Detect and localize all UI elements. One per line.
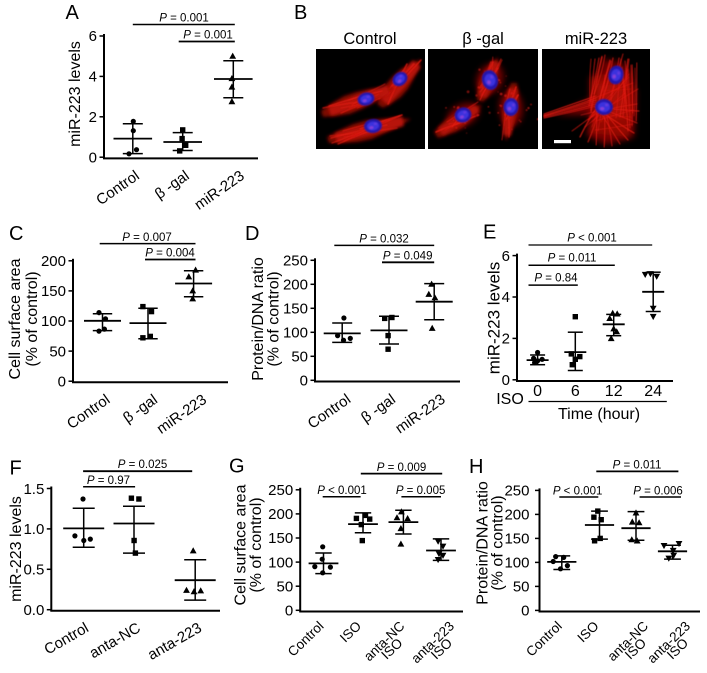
svg-text:250: 250 xyxy=(268,482,293,499)
svg-text:50: 50 xyxy=(513,579,530,596)
svg-text:0: 0 xyxy=(58,373,66,390)
svg-text:D: D xyxy=(245,223,259,245)
svg-text:P = 0.001: P = 0.001 xyxy=(159,13,209,25)
svg-text:P = 0.006: P = 0.006 xyxy=(633,485,683,497)
svg-text:12: 12 xyxy=(605,383,623,400)
svg-text:Control: Control xyxy=(343,30,396,48)
svg-text:P = 0.049: P = 0.049 xyxy=(383,251,433,263)
svg-text:F: F xyxy=(10,458,22,480)
svg-text:P < 0.001: P < 0.001 xyxy=(553,485,603,497)
svg-text:P < 0.001: P < 0.001 xyxy=(567,233,617,245)
svg-text:P = 0.009: P = 0.009 xyxy=(377,462,427,474)
svg-text:50: 50 xyxy=(277,578,294,595)
svg-text:Cell surface area: Cell surface area xyxy=(233,484,250,605)
svg-text:100: 100 xyxy=(283,325,308,342)
svg-text:Protein/DNA ratio: Protein/DNA ratio xyxy=(250,257,267,381)
svg-text:24: 24 xyxy=(644,383,662,400)
svg-text:250: 250 xyxy=(283,253,308,270)
svg-text:P = 0.007: P = 0.007 xyxy=(122,232,172,244)
svg-text:0: 0 xyxy=(300,373,308,390)
svg-text:4: 4 xyxy=(502,289,510,306)
svg-text:A: A xyxy=(66,2,80,24)
svg-text:(% of control): (% of control) xyxy=(266,271,283,366)
svg-text:200: 200 xyxy=(41,253,66,270)
svg-text:6: 6 xyxy=(571,383,580,400)
svg-text:H: H xyxy=(469,456,483,478)
svg-text:C: C xyxy=(9,223,23,245)
svg-text:miR-223: miR-223 xyxy=(565,30,627,48)
svg-text:(% of control): (% of control) xyxy=(490,495,507,590)
svg-text:E: E xyxy=(483,222,496,244)
svg-text:ISO: ISO xyxy=(496,391,524,408)
svg-text:200: 200 xyxy=(283,277,308,294)
svg-text:100: 100 xyxy=(504,555,529,572)
svg-text:P < 0.001: P < 0.001 xyxy=(317,485,367,497)
svg-text:6: 6 xyxy=(89,28,97,45)
svg-text:miR-223 levels: miR-223 levels xyxy=(485,262,504,374)
svg-text:P = 0.004: P = 0.004 xyxy=(145,248,195,260)
svg-text:P = 0.032: P = 0.032 xyxy=(359,233,409,245)
svg-text:150: 150 xyxy=(41,283,66,300)
svg-text:0.5: 0.5 xyxy=(23,562,44,579)
svg-text:P = 0.001: P = 0.001 xyxy=(183,30,233,42)
svg-text:1.5: 1.5 xyxy=(23,481,44,498)
svg-text:1.0: 1.0 xyxy=(23,521,44,538)
svg-text:P = 0.84: P = 0.84 xyxy=(534,273,578,285)
svg-text:P = 0.005: P = 0.005 xyxy=(396,485,446,497)
svg-text:G: G xyxy=(229,456,245,478)
svg-text:150: 150 xyxy=(268,530,293,547)
svg-text:0.0: 0.0 xyxy=(23,602,44,619)
svg-text:150: 150 xyxy=(283,301,308,318)
svg-text:Time (hour): Time (hour) xyxy=(558,406,640,423)
svg-text:0: 0 xyxy=(502,372,510,389)
svg-text:(% of control): (% of control) xyxy=(248,497,265,592)
svg-text:200: 200 xyxy=(504,507,529,524)
svg-text:100: 100 xyxy=(41,313,66,330)
svg-text:6: 6 xyxy=(502,248,510,265)
svg-text:Protein/DNA ratio: Protein/DNA ratio xyxy=(475,481,492,605)
svg-text:150: 150 xyxy=(504,531,529,548)
svg-text:0: 0 xyxy=(533,383,542,400)
svg-text:0: 0 xyxy=(89,149,97,166)
svg-text:50: 50 xyxy=(291,349,308,366)
svg-text:2: 2 xyxy=(89,109,97,126)
svg-text:P = 0.97: P = 0.97 xyxy=(87,475,130,487)
svg-text:Cell surface area: Cell surface area xyxy=(7,258,24,379)
svg-text:200: 200 xyxy=(268,506,293,523)
svg-text:β -gal: β -gal xyxy=(462,30,504,48)
svg-text:100: 100 xyxy=(268,554,293,571)
svg-text:4: 4 xyxy=(89,69,97,86)
svg-text:2: 2 xyxy=(502,331,510,348)
svg-text:B: B xyxy=(294,2,307,24)
svg-text:(% of control): (% of control) xyxy=(24,271,41,366)
svg-text:0: 0 xyxy=(285,603,293,620)
svg-text:P = 0.011: P = 0.011 xyxy=(613,460,662,472)
svg-text:50: 50 xyxy=(49,343,66,360)
svg-text:miR-223 levels: miR-223 levels xyxy=(67,41,84,147)
svg-text:0: 0 xyxy=(521,603,529,620)
svg-text:miR-223 levels: miR-223 levels xyxy=(8,496,25,602)
svg-text:250: 250 xyxy=(504,483,529,500)
svg-text:P = 0.011: P = 0.011 xyxy=(548,253,597,265)
svg-text:P = 0.025: P = 0.025 xyxy=(118,459,168,471)
